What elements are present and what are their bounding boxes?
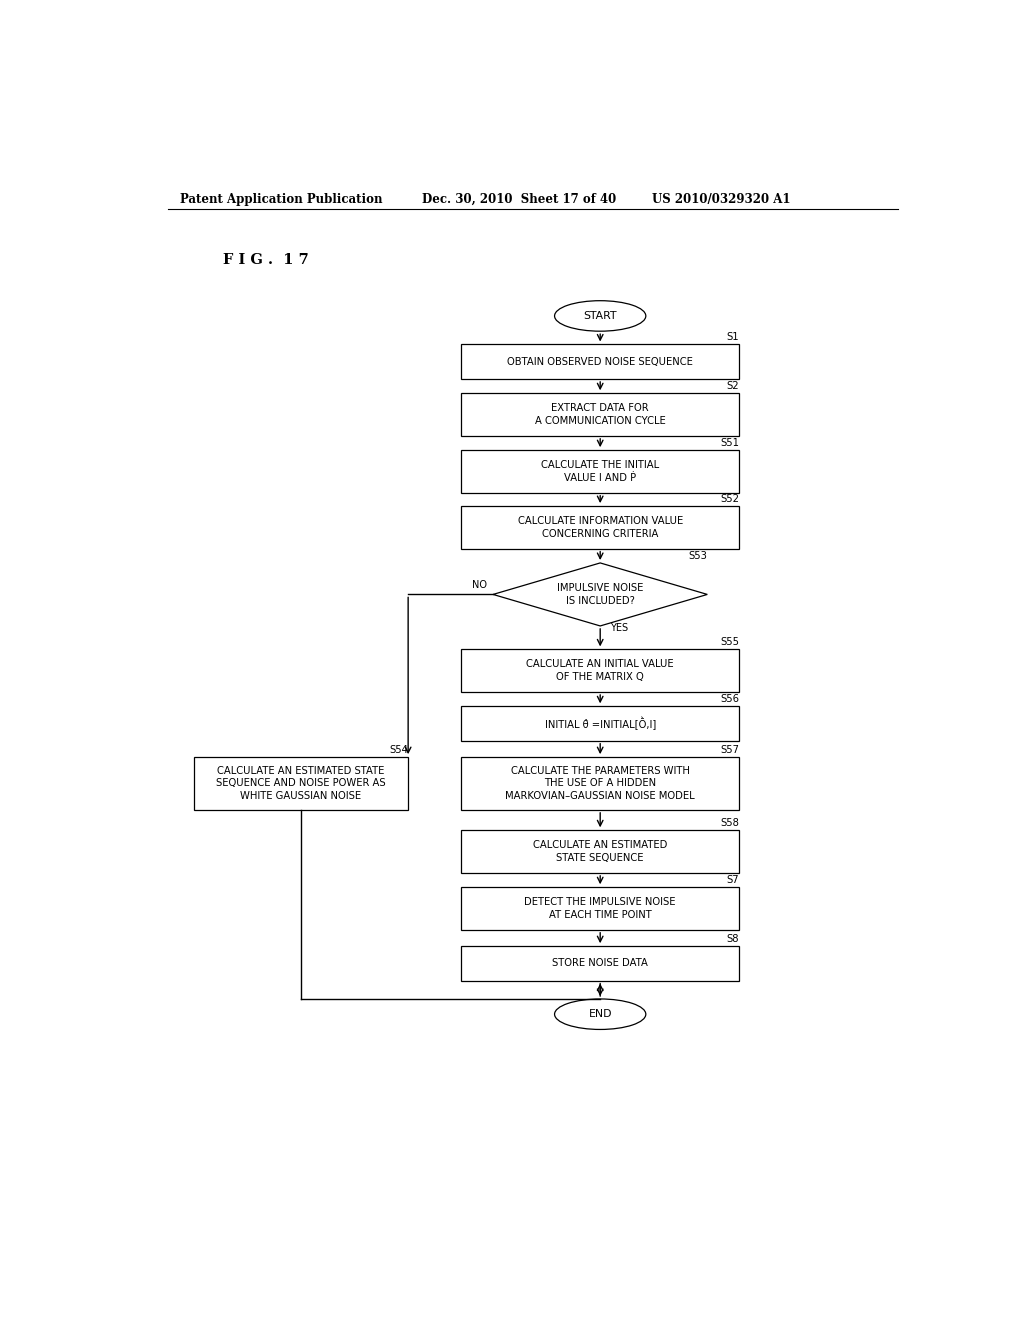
Text: US 2010/0329320 A1: US 2010/0329320 A1: [652, 193, 791, 206]
Text: S8: S8: [727, 935, 739, 944]
FancyBboxPatch shape: [461, 506, 739, 549]
Text: DETECT THE IMPULSIVE NOISE
AT EACH TIME POINT: DETECT THE IMPULSIVE NOISE AT EACH TIME …: [524, 898, 676, 920]
Text: Dec. 30, 2010  Sheet 17 of 40: Dec. 30, 2010 Sheet 17 of 40: [422, 193, 615, 206]
Text: F I G .  1 7: F I G . 1 7: [223, 253, 309, 267]
FancyBboxPatch shape: [194, 758, 409, 810]
Text: S56: S56: [720, 694, 739, 704]
Text: NO: NO: [472, 581, 486, 590]
Text: S52: S52: [720, 494, 739, 504]
Text: CALCULATE THE INITIAL
VALUE Ӏ AND Ṗ: CALCULATE THE INITIAL VALUE Ӏ AND Ṗ: [541, 461, 659, 483]
Text: CALCULATE AN ESTIMATED STATE
SEQUENCE AND NOISE POWER AS
WHITE GAUSSIAN NOISE: CALCULATE AN ESTIMATED STATE SEQUENCE AN…: [216, 766, 386, 801]
Text: Patent Application Publication: Patent Application Publication: [179, 193, 382, 206]
Ellipse shape: [555, 301, 646, 331]
Text: EXTRACT DATA FOR
A COMMUNICATION CYCLE: EXTRACT DATA FOR A COMMUNICATION CYCLE: [535, 404, 666, 426]
Text: S7: S7: [726, 875, 739, 886]
FancyBboxPatch shape: [461, 649, 739, 692]
FancyBboxPatch shape: [461, 887, 739, 929]
Text: S55: S55: [720, 638, 739, 647]
Text: IMPULSIVE NOISE
IS INCLUDED?: IMPULSIVE NOISE IS INCLUDED?: [557, 583, 643, 606]
FancyBboxPatch shape: [461, 393, 739, 436]
Text: YES: YES: [609, 623, 628, 632]
Text: S51: S51: [720, 438, 739, 447]
Polygon shape: [494, 562, 708, 626]
Text: S58: S58: [720, 818, 739, 828]
Text: CALCULATE AN ESTIMATED
STATE SEQUENCE: CALCULATE AN ESTIMATED STATE SEQUENCE: [534, 841, 668, 863]
Text: END: END: [589, 1010, 612, 1019]
Text: CALCULATE AN INITIAL VALUE
OF THE MATRIX Q: CALCULATE AN INITIAL VALUE OF THE MATRIX…: [526, 660, 674, 682]
Text: STORE NOISE DATA: STORE NOISE DATA: [552, 958, 648, 969]
FancyBboxPatch shape: [461, 450, 739, 492]
Ellipse shape: [555, 999, 646, 1030]
FancyBboxPatch shape: [461, 345, 739, 379]
FancyBboxPatch shape: [461, 706, 739, 741]
Text: S1: S1: [726, 333, 739, 342]
FancyBboxPatch shape: [461, 758, 739, 810]
Text: S54: S54: [389, 744, 409, 755]
Text: S2: S2: [726, 381, 739, 391]
Text: S53: S53: [688, 550, 708, 561]
Text: OBTAIN OBSERVED NOISE SEQUENCE: OBTAIN OBSERVED NOISE SEQUENCE: [507, 356, 693, 367]
Text: S57: S57: [720, 744, 739, 755]
Text: CALCULATE THE PARAMETERS WITH
THE USE OF A HIDDEN
MARKOVIAN–GAUSSIAN NOISE MODEL: CALCULATE THE PARAMETERS WITH THE USE OF…: [506, 766, 695, 801]
FancyBboxPatch shape: [461, 830, 739, 873]
FancyBboxPatch shape: [461, 946, 739, 981]
Text: START: START: [584, 312, 616, 321]
Text: CALCULATE INFORMATION VALUE
CONCERNING CRITERIA: CALCULATE INFORMATION VALUE CONCERNING C…: [517, 516, 683, 539]
Text: INITIAL θ̂ =INITIAL[Ṑ,Ӏ]: INITIAL θ̂ =INITIAL[Ṑ,Ӏ]: [545, 717, 655, 730]
